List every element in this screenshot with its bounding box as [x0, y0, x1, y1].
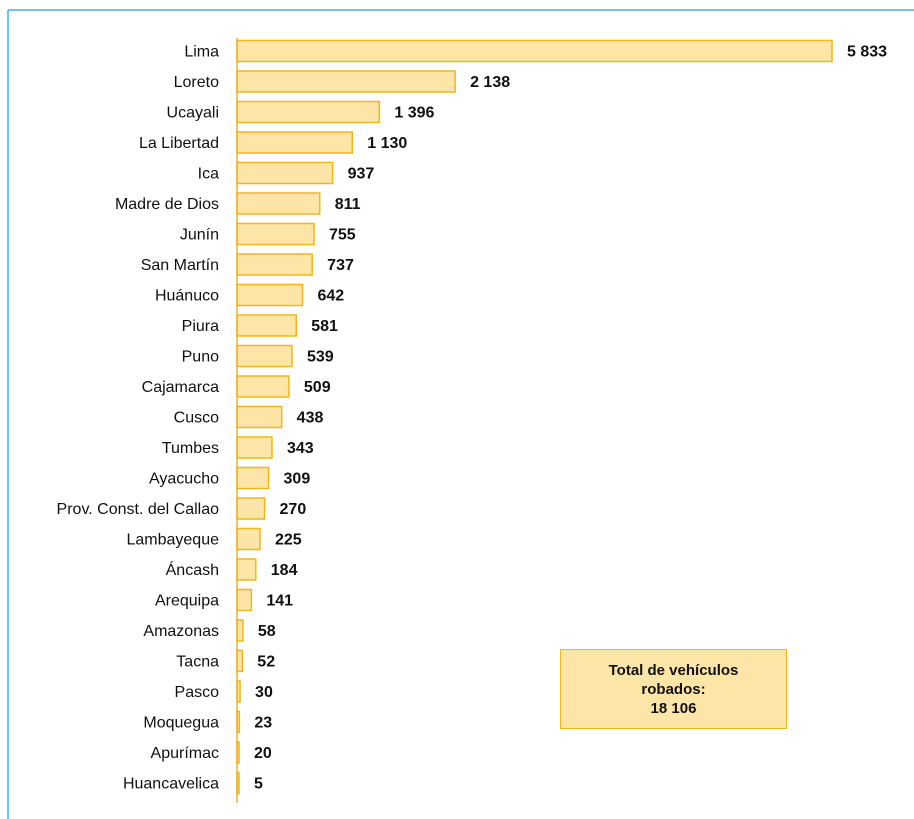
category-label: Prov. Const. del Callao	[57, 501, 220, 518]
value-label: 2 138	[470, 74, 510, 91]
value-label: 581	[311, 318, 338, 335]
category-label: Tumbes	[162, 440, 219, 457]
value-label: 343	[287, 440, 314, 457]
value-label: 1 130	[367, 135, 407, 152]
bar	[236, 161, 334, 185]
category-label: Junín	[180, 227, 219, 244]
value-label: 737	[327, 257, 354, 274]
category-label: Lima	[184, 44, 219, 61]
value-label: 270	[280, 501, 307, 518]
category-label: Tacna	[176, 654, 219, 671]
bar	[236, 192, 321, 215]
value-label: 937	[348, 166, 375, 183]
category-label: Puno	[182, 349, 219, 366]
total-vehicles-box: Total de vehículos robados: 18 106	[560, 649, 787, 729]
category-label: Ayacucho	[149, 471, 219, 488]
value-label: 811	[335, 196, 361, 213]
bar	[236, 527, 261, 551]
category-label: Piura	[182, 318, 219, 335]
value-label: 30	[255, 684, 273, 701]
total-box-line-1: Total de vehículos	[608, 661, 739, 679]
bar	[236, 619, 244, 642]
bar	[236, 344, 293, 368]
bar	[236, 466, 270, 490]
value-label: 23	[254, 715, 272, 732]
bar	[236, 405, 283, 429]
bar	[236, 314, 298, 337]
bar	[236, 222, 315, 246]
value-label: 309	[284, 471, 311, 488]
value-label: 52	[257, 654, 275, 671]
bar	[236, 588, 253, 612]
category-label: Madre de Dios	[115, 196, 219, 213]
category-label: Ica	[198, 166, 219, 183]
bar	[236, 100, 381, 124]
category-label: Huánuco	[155, 288, 219, 305]
category-label: Moquegua	[143, 715, 219, 732]
category-label: San Martín	[141, 257, 219, 274]
value-label: 539	[307, 349, 334, 366]
bar	[236, 649, 244, 673]
value-label: 5	[254, 776, 263, 793]
value-label: 642	[317, 288, 344, 305]
category-label: Amazonas	[143, 623, 219, 640]
category-label: Apurímac	[151, 745, 219, 762]
total-box-line-3: 18 106	[650, 699, 697, 717]
value-label: 509	[304, 379, 331, 396]
category-label: Huancavelica	[123, 776, 219, 793]
value-label: 225	[275, 532, 302, 549]
category-label: Ucayali	[167, 105, 219, 122]
value-label: 20	[254, 745, 272, 762]
value-label: 58	[258, 623, 276, 640]
bar	[236, 558, 257, 581]
bar	[236, 436, 273, 459]
category-label: Cusco	[174, 410, 219, 427]
value-label: 141	[266, 593, 293, 610]
category-label: Cajamarca	[142, 379, 219, 396]
category-label: Áncash	[166, 560, 219, 579]
value-label: 184	[271, 562, 298, 579]
value-label: 1 396	[394, 105, 434, 122]
bar	[236, 375, 290, 398]
bar	[236, 39, 833, 63]
category-label: Loreto	[174, 74, 219, 91]
value-label: 755	[329, 227, 356, 244]
bar	[236, 283, 304, 307]
bar	[236, 253, 313, 276]
category-label: Pasco	[175, 684, 220, 701]
value-label: 5 833	[847, 44, 887, 61]
total-box-line-2: robados:	[641, 680, 706, 698]
category-label: Arequipa	[155, 593, 219, 610]
category-label: La Libertad	[139, 135, 219, 152]
bar	[236, 70, 456, 93]
category-label: Lambayeque	[126, 532, 219, 549]
bar	[236, 131, 354, 154]
value-label: 438	[297, 410, 324, 427]
bar	[236, 497, 266, 520]
